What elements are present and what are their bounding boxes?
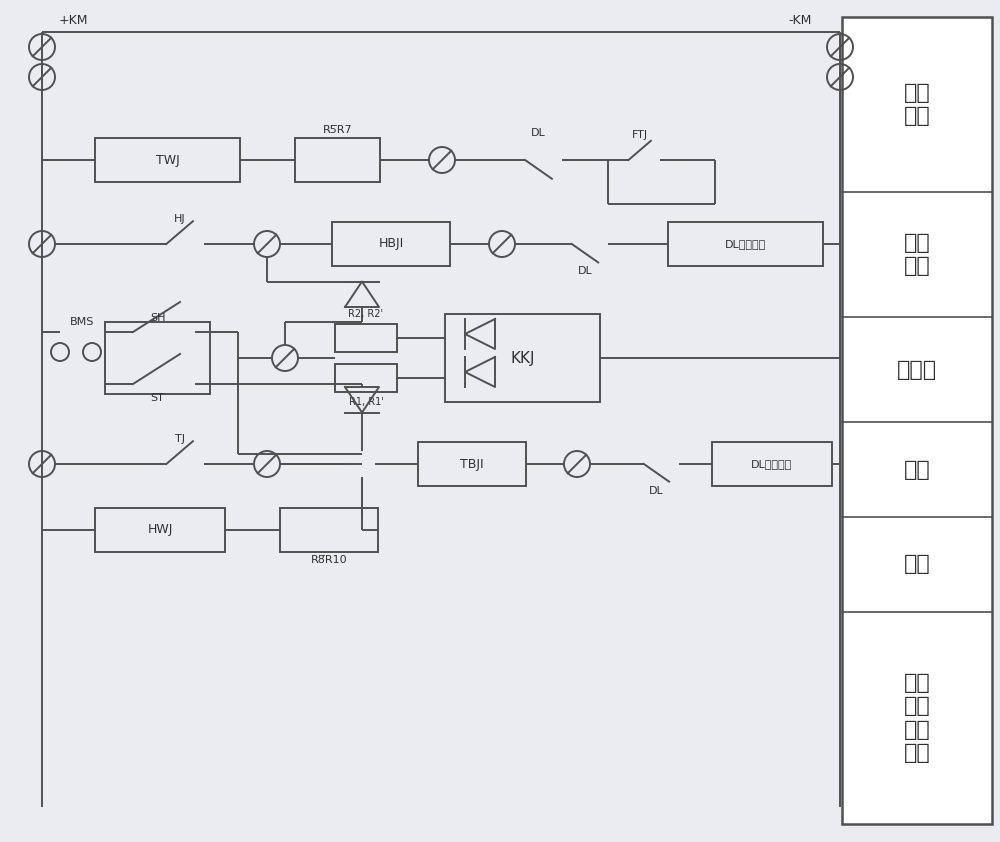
Text: R1, R1': R1, R1' <box>349 397 383 407</box>
Text: 跳位
监视: 跳位 监视 <box>904 233 930 276</box>
Text: FTJ: FTJ <box>632 130 648 140</box>
Text: -KM: -KM <box>788 13 811 26</box>
Bar <box>280 508 378 552</box>
Bar <box>712 442 832 486</box>
Text: DL: DL <box>578 266 592 276</box>
Bar <box>95 508 225 552</box>
Text: TBJI: TBJI <box>460 457 484 471</box>
Bar <box>105 322 210 394</box>
Text: R5̅R7: R5̅R7 <box>323 125 352 135</box>
Bar <box>418 442 526 486</box>
Bar <box>842 17 992 824</box>
Bar <box>445 314 600 402</box>
Text: 保护
跳闸
合位
监视: 保护 跳闸 合位 监视 <box>904 674 930 763</box>
Text: R2, R2': R2, R2' <box>349 309 384 319</box>
Bar <box>335 364 397 392</box>
Text: TWJ: TWJ <box>156 153 179 167</box>
Text: BMS: BMS <box>70 317 94 327</box>
Text: KKJ: KKJ <box>510 350 535 365</box>
Text: DL合闸机构: DL合闸机构 <box>725 239 766 249</box>
Text: HWJ: HWJ <box>147 524 173 536</box>
Text: 控制
电源: 控制 电源 <box>904 83 930 126</box>
Bar <box>95 138 240 182</box>
Text: ST: ST <box>151 393 164 403</box>
Text: DL: DL <box>531 128 546 138</box>
Text: DL: DL <box>649 486 664 496</box>
Text: R8̅R10: R8̅R10 <box>311 555 347 565</box>
Text: DL跳闸机构: DL跳闸机构 <box>751 459 793 469</box>
Text: TJ: TJ <box>175 434 185 444</box>
Text: 手合: 手合 <box>904 460 930 479</box>
Text: +KM: +KM <box>59 13 88 26</box>
Text: HBJI: HBJI <box>378 237 404 251</box>
Bar <box>668 222 823 266</box>
Text: 手跳: 手跳 <box>904 555 930 574</box>
Bar <box>332 222 450 266</box>
Text: 重合闸: 重合闸 <box>897 360 937 380</box>
Bar <box>335 324 397 352</box>
Text: HJ: HJ <box>174 214 186 224</box>
Text: SH: SH <box>150 313 165 323</box>
Bar <box>295 138 380 182</box>
